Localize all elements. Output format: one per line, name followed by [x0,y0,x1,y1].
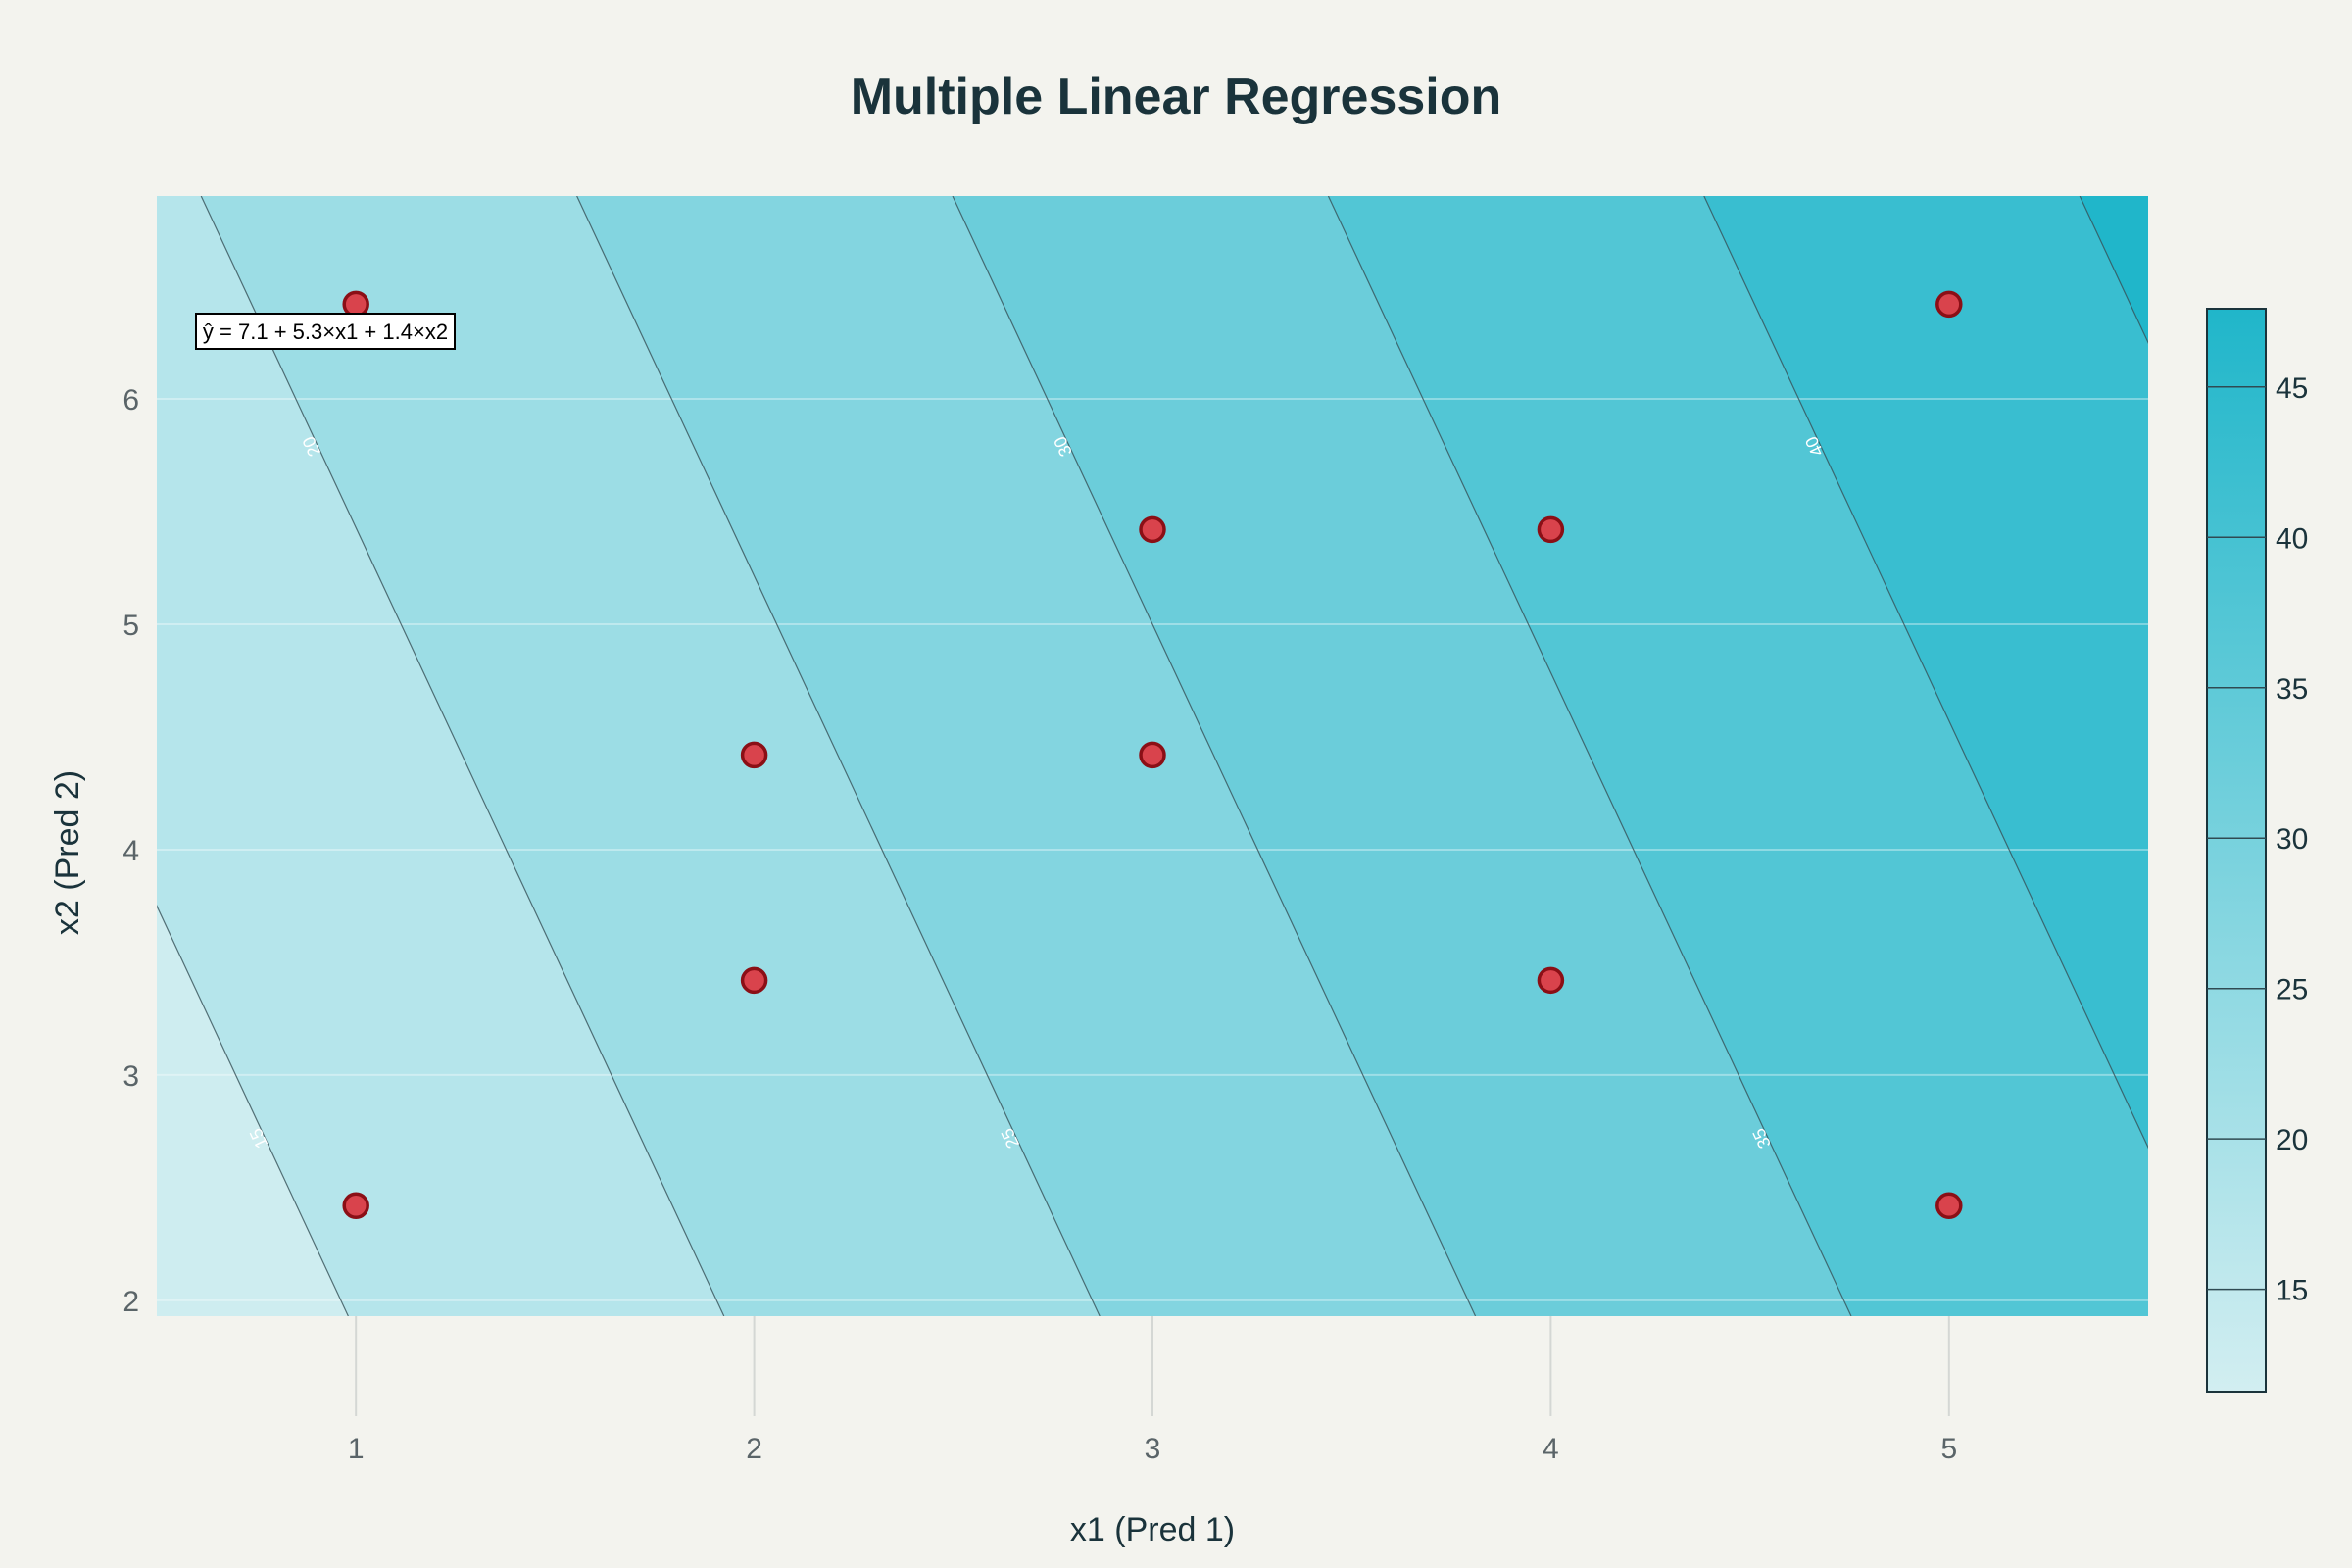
data-point [1537,515,1565,544]
colorbar-tick-label: 35 [2276,673,2308,706]
equation-annotation: ŷ = 7.1 + 5.3×x1 + 1.4×x2 [195,313,456,350]
data-point [1936,1192,1963,1220]
colorbar-gradient [2206,308,2267,1393]
colorbar-tick-label: 20 [2276,1124,2308,1156]
contour-line [1703,196,2148,1150]
contour-line [1327,196,1852,1316]
y-tick-label: 2 [122,1286,139,1318]
y-axis-title: x2 (Pred 2) [49,770,86,935]
x-tick-label: 1 [348,1433,365,1465]
colorbar-tick-label: 15 [2276,1275,2308,1307]
y-tick-label: 4 [122,835,139,867]
contour-line [576,196,1101,1316]
x-tick-label: 4 [1543,1433,1559,1465]
y-tick-label: 5 [122,610,139,642]
y-tick-label: 3 [122,1060,139,1093]
x-tick-label: 3 [1145,1433,1161,1465]
x-axis-ticks: 1 2 3 4 5 [348,1433,1957,1465]
data-point [740,741,768,769]
colorbar-ticks: 15 20 25 30 35 40 45 [2207,372,2308,1307]
contour-lines [157,196,2148,1316]
equation-box [195,313,456,350]
contour-band [157,196,725,1316]
x-tick-label: 5 [1940,1433,1957,1465]
colorbar-tick-label: 45 [2276,372,2308,405]
contour-line [157,905,349,1316]
data-point [1936,290,1963,318]
colorbar-tick-label: 40 [2276,522,2308,555]
data-points [342,290,1963,1220]
data-point [342,290,369,318]
data-point [1139,741,1166,769]
colorbar-tick-label: 25 [2276,974,2308,1006]
data-point [1139,515,1166,544]
chart-title: Multiple Linear Regression [851,69,1502,125]
contour-fill [157,196,2148,1316]
colorbar: 15 20 25 30 35 40 45 [2206,308,2308,1393]
y-tick-label: 6 [122,384,139,416]
equation-label: ŷ = 7.1 + 5.3×x1 + 1.4×x2 [203,319,448,344]
data-point [740,966,768,995]
y-axis-ticks: 2 3 4 5 6 [122,384,139,1318]
contour-line [952,196,1477,1316]
x-tick-label: 2 [746,1433,762,1465]
colorbar-tick-label: 30 [2276,823,2308,856]
data-point [1537,966,1565,995]
x-axis-title: x1 (Pred 1) [1070,1511,1235,1548]
contour-line [200,196,725,1316]
data-point [342,1192,369,1220]
